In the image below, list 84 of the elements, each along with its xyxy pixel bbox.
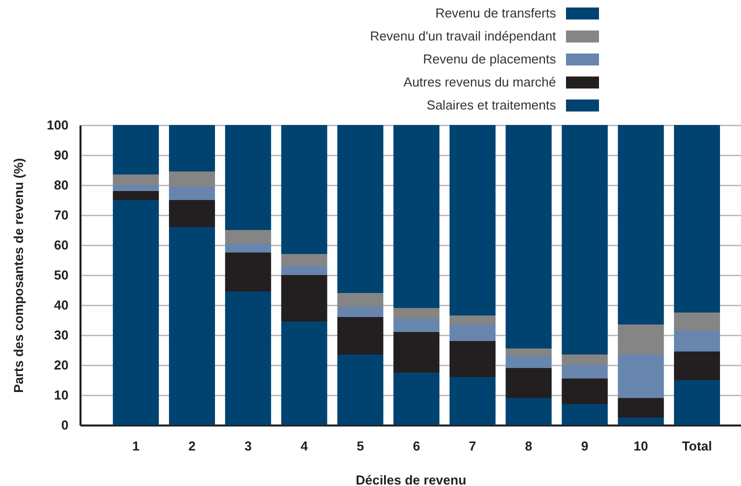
y-tick-label: 100 — [46, 118, 68, 132]
bar — [562, 125, 608, 354]
bar — [337, 306, 384, 317]
bar — [225, 252, 272, 292]
bar — [112, 200, 159, 425]
x-tick-label: 2 — [188, 438, 196, 454]
bar — [112, 174, 159, 185]
bar — [618, 125, 664, 324]
y-tick-label: 40 — [54, 298, 68, 312]
bar — [618, 418, 664, 425]
bar — [674, 330, 720, 352]
bar — [225, 244, 272, 252]
y-tick-label: 30 — [54, 328, 68, 342]
bar — [562, 365, 608, 378]
bar — [506, 348, 552, 356]
x-tick-label: 3 — [244, 438, 252, 454]
bar — [337, 317, 384, 354]
bar — [393, 125, 440, 308]
bar — [168, 172, 215, 186]
bar — [562, 378, 608, 404]
bar — [112, 191, 159, 200]
bar — [112, 125, 159, 174]
bar — [618, 354, 664, 398]
bar — [674, 380, 720, 425]
bar — [225, 125, 272, 230]
legend-label: Autres revenus du marché — [404, 74, 556, 90]
x-tick-label: 8 — [525, 438, 532, 454]
bar — [281, 266, 328, 275]
y-tick-label: 50 — [54, 268, 68, 282]
bar — [674, 312, 720, 330]
bar — [168, 227, 215, 425]
y-tick-label: 0 — [61, 418, 68, 432]
legend-label: Revenu d'un travail indépendant — [370, 28, 556, 44]
bar — [337, 125, 384, 293]
x-axis-title: Déciles de revenu — [356, 472, 466, 486]
bar — [450, 324, 496, 341]
bar — [562, 354, 608, 365]
bar — [225, 292, 272, 425]
x-tick-label: 10 — [634, 438, 648, 454]
bar — [225, 230, 272, 244]
x-tick-label: 9 — [581, 438, 588, 454]
x-tick-label: 5 — [356, 438, 364, 454]
bar — [393, 372, 440, 425]
bar — [506, 125, 552, 348]
bar — [674, 352, 720, 380]
y-tick-label: 70 — [54, 208, 68, 222]
bar — [393, 332, 440, 372]
legend-label: Revenu de transferts — [435, 6, 556, 20]
x-tick-label: 7 — [468, 438, 476, 454]
y-tick-label: 80 — [54, 178, 68, 192]
y-tick-label: 20 — [54, 358, 68, 372]
bar — [450, 316, 496, 324]
bar — [450, 125, 496, 316]
bar — [112, 185, 159, 191]
y-axis-title: Parts des composantes de revenu (%) — [10, 158, 26, 393]
bar — [337, 293, 384, 306]
bar — [506, 356, 552, 368]
bar — [168, 200, 215, 227]
bar — [506, 368, 552, 398]
bar — [168, 186, 215, 200]
bar — [337, 354, 384, 425]
x-tick-label: 6 — [412, 438, 420, 454]
x-tick-label: 4 — [300, 438, 309, 454]
x-tick-label: 1 — [132, 438, 140, 454]
legend-label: Revenu de placements — [423, 52, 556, 66]
bar — [168, 125, 215, 172]
bar — [281, 275, 328, 322]
bar — [674, 125, 720, 312]
x-tick-label: Total — [682, 438, 712, 454]
legend-label: Salaires et traitements — [426, 98, 556, 112]
bar — [393, 308, 440, 318]
y-tick-label: 60 — [54, 238, 68, 252]
bar — [506, 398, 552, 425]
bar — [618, 324, 664, 354]
bar — [281, 125, 328, 254]
bar — [618, 398, 664, 418]
bar — [281, 254, 328, 266]
bar — [562, 404, 608, 425]
bar — [450, 341, 496, 377]
bar — [281, 322, 328, 425]
bar — [450, 377, 496, 425]
bar — [393, 318, 440, 332]
y-tick-label: 10 — [54, 388, 68, 402]
y-tick-label: 90 — [54, 148, 68, 162]
